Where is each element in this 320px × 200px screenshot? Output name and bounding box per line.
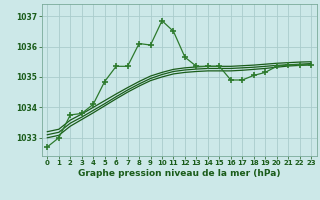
X-axis label: Graphe pression niveau de la mer (hPa): Graphe pression niveau de la mer (hPa)	[78, 169, 280, 178]
